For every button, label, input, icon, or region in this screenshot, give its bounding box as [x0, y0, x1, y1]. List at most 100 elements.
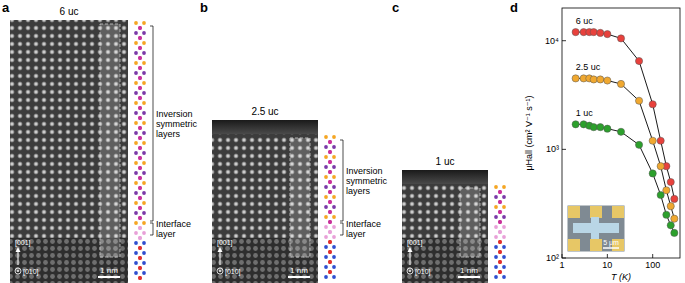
structure-atom — [134, 141, 138, 145]
structure-atom — [142, 261, 146, 265]
structure-atom — [332, 205, 336, 209]
vacuum — [402, 170, 488, 184]
axis-label: [001] — [407, 239, 423, 247]
structure-atom — [138, 196, 142, 200]
structure-atom — [498, 210, 502, 214]
structure-atom — [142, 151, 146, 155]
structure-atom — [138, 26, 142, 30]
structure-atom — [138, 176, 142, 180]
structure-atom — [134, 31, 138, 35]
structure-atom — [142, 211, 146, 215]
axis-circle — [407, 268, 413, 274]
structure-atom — [328, 270, 332, 274]
structure-atom — [328, 170, 332, 174]
bracket — [150, 223, 153, 235]
structure-atom — [328, 160, 332, 164]
structure-atom — [138, 106, 142, 110]
structure-atom — [328, 170, 332, 174]
structure-atom — [142, 41, 146, 45]
structure-atom — [134, 251, 138, 255]
structure-atom — [138, 96, 142, 100]
structure-atom — [134, 111, 138, 115]
structure-atom — [502, 275, 506, 279]
structure-atom — [138, 236, 142, 240]
structure-atom — [332, 225, 336, 229]
structure-atom — [494, 235, 498, 239]
annotation: Inversionsymmetriclayers — [346, 166, 387, 196]
structure-atom — [332, 145, 336, 149]
inset-scale-label: 5 μm — [603, 239, 619, 247]
structure-atom — [134, 161, 138, 165]
structure-atom — [134, 101, 138, 105]
structure-atom — [328, 210, 332, 214]
structure-atom — [138, 236, 142, 240]
structure-atom — [332, 245, 336, 249]
structure-atom — [494, 215, 498, 219]
axis-circle — [217, 268, 223, 274]
plot-frame — [562, 8, 680, 258]
bracket — [150, 26, 153, 221]
arrow-head — [16, 247, 21, 252]
structure-atom — [332, 135, 336, 139]
structure-atom — [324, 135, 328, 139]
data-point — [635, 57, 642, 64]
structure-atom — [138, 126, 142, 130]
structure-atom — [328, 260, 332, 264]
scale-bar — [98, 276, 120, 278]
structure-atom — [138, 36, 142, 40]
structure-atom — [502, 195, 506, 199]
structure-atom — [502, 225, 506, 229]
structure-atom — [328, 230, 332, 234]
structure-atom — [498, 220, 502, 224]
structure-atom — [134, 261, 138, 265]
structure-atom — [332, 275, 336, 279]
structure-atom — [502, 245, 506, 249]
highlight-strip — [100, 24, 120, 257]
structure-atom — [332, 215, 336, 219]
structure-atom — [138, 226, 142, 230]
structure-atom — [134, 151, 138, 155]
structure-atom — [498, 260, 502, 264]
marks — [572, 29, 678, 237]
data-point — [572, 29, 579, 36]
contact-pad — [590, 239, 602, 251]
structure-atom — [324, 185, 328, 189]
data-point — [657, 163, 664, 170]
structure-atom — [324, 195, 328, 199]
structure-atom — [328, 250, 332, 254]
micrograph-panel: a6 uc[001][010]1 nmInversionsymmetriclay… — [2, 0, 197, 283]
structure-atom — [498, 240, 502, 244]
data-point — [649, 137, 656, 144]
structure-atom — [494, 275, 498, 279]
axis-dot — [409, 270, 411, 272]
data-point — [597, 76, 604, 83]
axis-label: [010] — [415, 268, 431, 276]
structure-atom — [138, 226, 142, 230]
annotation: Inversionsymmetriclayers — [156, 109, 197, 139]
structure-atom — [138, 206, 142, 210]
crystal-structure — [134, 21, 146, 280]
structure-atom — [138, 146, 142, 150]
structure-atom — [142, 141, 146, 145]
bracket — [340, 223, 343, 235]
data-point — [657, 137, 664, 144]
structure-atom — [134, 191, 138, 195]
structure-atom — [138, 116, 142, 120]
structure-atom — [138, 136, 142, 140]
structure-atom — [138, 106, 142, 110]
structure-atom — [328, 270, 332, 274]
structure-atom — [328, 220, 332, 224]
inset-photo: 5 μm — [567, 205, 625, 252]
data-point — [671, 229, 678, 236]
structure-atom — [138, 46, 142, 50]
structure-atom — [324, 255, 328, 259]
panel-label: d — [510, 0, 518, 15]
structure-atom — [142, 101, 146, 105]
structure-atom — [134, 71, 138, 75]
structure-atom — [138, 196, 142, 200]
structure-atom — [142, 241, 146, 245]
axis-dot — [219, 270, 221, 272]
structure-atom — [134, 201, 138, 205]
scale-bar-label: 1 nm — [460, 266, 478, 275]
structure-atom — [328, 260, 332, 264]
